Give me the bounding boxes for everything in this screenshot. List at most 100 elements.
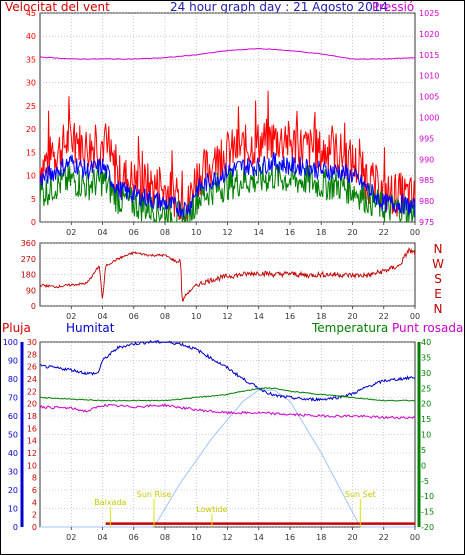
xtick-label-p1-12: 12 (222, 228, 232, 237)
ytick-right-p1-1020: 1020 (419, 30, 439, 39)
ytick-right-p1-1005: 1005 (419, 93, 439, 102)
ytick-pluja-28: 28 (27, 350, 37, 359)
xtick-label-p3-08: 08 (160, 533, 170, 542)
ytick-temp--20: -20 (421, 523, 434, 532)
ytick-right-p1-1000: 1000 (419, 114, 439, 123)
ytick-humitat-60: 60 (8, 412, 18, 421)
humitat-label: Humitat (66, 321, 115, 335)
compass-label-2: S (434, 272, 442, 286)
series-line-humitat (39, 339, 416, 402)
ytick-pluja-18: 18 (27, 412, 37, 421)
xtick-label-p3-00: 00 (410, 533, 420, 542)
ytick-temp-10: 10 (421, 431, 431, 440)
ytick-temp-25: 25 (421, 384, 431, 393)
ytick-humitat-100: 100 (3, 338, 18, 347)
pluja-label: Pluja (2, 321, 31, 335)
series-line-temperatura (40, 387, 416, 402)
ytick-temp-20: 20 (421, 400, 431, 409)
series-line-mitjana (39, 152, 416, 218)
xtick-label-p2-00: 00 (410, 312, 420, 321)
ytick-pluja-26: 26 (27, 363, 37, 372)
temperatura-label: Temperatura (312, 321, 389, 335)
xtick-label-p2-10: 10 (191, 312, 201, 321)
ytick-temp-40: 40 (421, 338, 431, 347)
ytick-pluja-0: 0 (32, 523, 37, 532)
ytick-left-p2-90: 90 (26, 286, 36, 295)
annotation-label-1: Sun Rise (137, 490, 172, 499)
xtick-label-p1-10: 10 (191, 228, 201, 237)
xtick-label-p2-02: 02 (66, 312, 76, 321)
ytick-humitat-30: 30 (8, 468, 18, 477)
ytick-pluja-2: 2 (32, 511, 37, 520)
ytick-left-p1-0: 0 (31, 218, 36, 227)
ytick-pluja-24: 24 (27, 375, 37, 384)
ytick-humitat-70: 70 (8, 394, 18, 403)
ytick-pluja-10: 10 (27, 461, 37, 470)
punt-rosada-label: Punt rosada (392, 321, 464, 335)
ytick-left-p1-40: 40 (26, 32, 36, 41)
ytick-temp--5: -5 (421, 477, 429, 486)
ytick-left-p1-35: 35 (26, 55, 36, 64)
xtick-label-p1-04: 04 (97, 228, 107, 237)
ytick-temp-15: 15 (421, 415, 431, 424)
xtick-label-p1-18: 18 (316, 228, 326, 237)
ytick-pluja-22: 22 (27, 387, 37, 396)
xtick-label-p2-12: 12 (222, 312, 232, 321)
xtick-label-p2-14: 14 (254, 312, 264, 321)
xtick-label-p1-06: 06 (129, 228, 139, 237)
xtick-label-p3-18: 18 (316, 533, 326, 542)
xtick-label-p2-18: 18 (316, 312, 326, 321)
ytick-pluja-6: 6 (32, 486, 37, 495)
header-right-label: Pressió (372, 0, 415, 14)
compass-label-3: E (434, 287, 442, 301)
series-line-velocitat-del-vent (39, 90, 416, 222)
compass-label-0: N (434, 242, 443, 256)
xtick-label-p1-14: 14 (254, 228, 264, 237)
ytick-right-p1-980: 980 (419, 197, 434, 206)
ytick-temp--10: -10 (421, 492, 434, 501)
xtick-label-p1-20: 20 (347, 228, 357, 237)
ytick-left-p1-15: 15 (26, 148, 36, 157)
ytick-humitat-20: 20 (8, 486, 18, 495)
ytick-temp-30: 30 (421, 369, 431, 378)
ytick-left-p2-360: 360 (21, 239, 36, 248)
ytick-humitat-90: 90 (8, 357, 18, 366)
ytick-left-p1-5: 5 (31, 195, 36, 204)
ytick-temp-35: 35 (421, 353, 431, 362)
annotation-label-3: Sun Set (345, 490, 376, 499)
xtick-label-p1-16: 16 (285, 228, 295, 237)
ytick-pluja-30: 30 (27, 338, 37, 347)
ytick-left-p2-0: 0 (31, 302, 36, 311)
annotation-label-0: Baixada (94, 498, 126, 507)
ytick-right-p1-1025: 1025 (419, 9, 439, 18)
xtick-label-p3-06: 06 (129, 533, 139, 542)
compass-label-4: N (434, 302, 443, 316)
ytick-humitat-10: 10 (8, 505, 18, 514)
xtick-label-p1-22: 22 (379, 228, 389, 237)
xtick-label-p2-20: 20 (347, 312, 357, 321)
ytick-left-p1-30: 30 (26, 79, 36, 88)
ytick-pluja-16: 16 (27, 424, 37, 433)
header-center-title: 24 hour graph day : 21 Agosto 2014 (170, 0, 388, 14)
xtick-label-p3-12: 12 (222, 533, 232, 542)
xtick-label-p2-08: 08 (160, 312, 170, 321)
ytick-humitat-0: 0 (13, 523, 18, 532)
ytick-right-p1-1010: 1010 (419, 72, 439, 81)
xtick-label-p1-00: 00 (410, 228, 420, 237)
ytick-right-p1-975: 975 (419, 218, 434, 227)
header-left-label: Velocitat del vent (5, 0, 110, 14)
xtick-label-p2-04: 04 (97, 312, 107, 321)
ytick-humitat-40: 40 (8, 449, 18, 458)
ytick-left-p1-45: 45 (26, 9, 36, 18)
xtick-label-p3-16: 16 (285, 533, 295, 542)
ytick-left-p1-25: 25 (26, 102, 36, 111)
ytick-left-p1-20: 20 (26, 125, 36, 134)
ytick-temp--15: -15 (421, 508, 434, 517)
ytick-right-p1-985: 985 (419, 176, 434, 185)
ytick-pluja-20: 20 (27, 400, 37, 409)
xtick-label-p1-02: 02 (66, 228, 76, 237)
xtick-label-p3-14: 14 (254, 533, 264, 542)
ytick-left-p2-180: 180 (21, 271, 36, 280)
